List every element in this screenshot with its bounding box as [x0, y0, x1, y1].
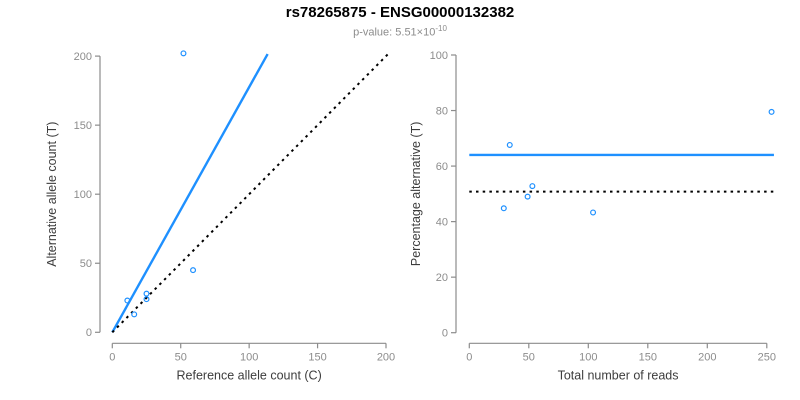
x-axis-title: Total number of reads — [558, 368, 679, 382]
y-axis-tick-label: 150 — [74, 120, 92, 132]
data-point — [590, 209, 597, 216]
y-axis-tick-label: 200 — [74, 51, 92, 63]
y-axis-tick-label: 80 — [436, 105, 448, 117]
y-axis-tick-label: 0 — [86, 327, 92, 339]
data-point — [190, 267, 197, 274]
x-axis-tick-label: 100 — [240, 351, 258, 363]
data-point — [131, 311, 138, 318]
identity-line — [111, 52, 390, 334]
x-axis-tick-label: 0 — [109, 351, 115, 363]
data-point — [180, 50, 187, 57]
p-value-exponent: -10 — [435, 24, 447, 33]
figure-subtitle: p-value: 5.51×10-10 — [0, 24, 800, 39]
x-axis-tick-label: 100 — [579, 351, 597, 363]
data-point — [124, 297, 131, 304]
y-axis-tick-label: 100 — [430, 50, 448, 62]
y-axis-tick-label: 60 — [436, 161, 448, 173]
x-axis-tick-label: 50 — [175, 351, 187, 363]
y-axis-tick-label: 20 — [436, 272, 448, 284]
p-value-text: p-value: 5.51×10 — [353, 26, 436, 39]
x-axis-tick-label: 200 — [698, 351, 716, 363]
data-point — [524, 193, 531, 200]
data-point — [143, 290, 150, 297]
y-axis-tick-label: 0 — [442, 328, 448, 340]
data-point — [500, 205, 507, 212]
percentage-alternative-plot: 0 50 100 150 200 250 0 20 40 60 80 100 Total number … — [409, 50, 776, 382]
data-point — [143, 296, 150, 303]
x-axis-tick-label: 250 — [758, 351, 776, 363]
data-point — [529, 183, 536, 190]
x-axis-tick-label: 150 — [639, 351, 657, 363]
allele-counts-plot: 0 50 100 150 200 0 50 100 150 200 Reference allele… — [45, 50, 395, 382]
x-axis-tick-label: 150 — [308, 351, 326, 363]
y-axis-tick-label: 100 — [74, 189, 92, 201]
y-axis-title: Percentage alternative (T) — [409, 122, 423, 267]
y-axis-title: Alternative allele count (T) — [45, 122, 59, 267]
fitted-ratio-line — [111, 53, 269, 333]
x-axis-tick-label: 200 — [377, 351, 395, 363]
x-axis-tick-label: 50 — [523, 351, 535, 363]
y-axis-tick-label: 40 — [436, 216, 448, 228]
data-point — [506, 141, 513, 148]
x-axis-tick-label: 0 — [466, 351, 472, 363]
data-point — [768, 108, 775, 115]
x-axis-title: Reference allele count (C) — [177, 368, 322, 382]
y-axis-tick-label: 50 — [80, 258, 92, 270]
figure-title: rs78265875 - ENSG00000132382 — [285, 4, 515, 21]
